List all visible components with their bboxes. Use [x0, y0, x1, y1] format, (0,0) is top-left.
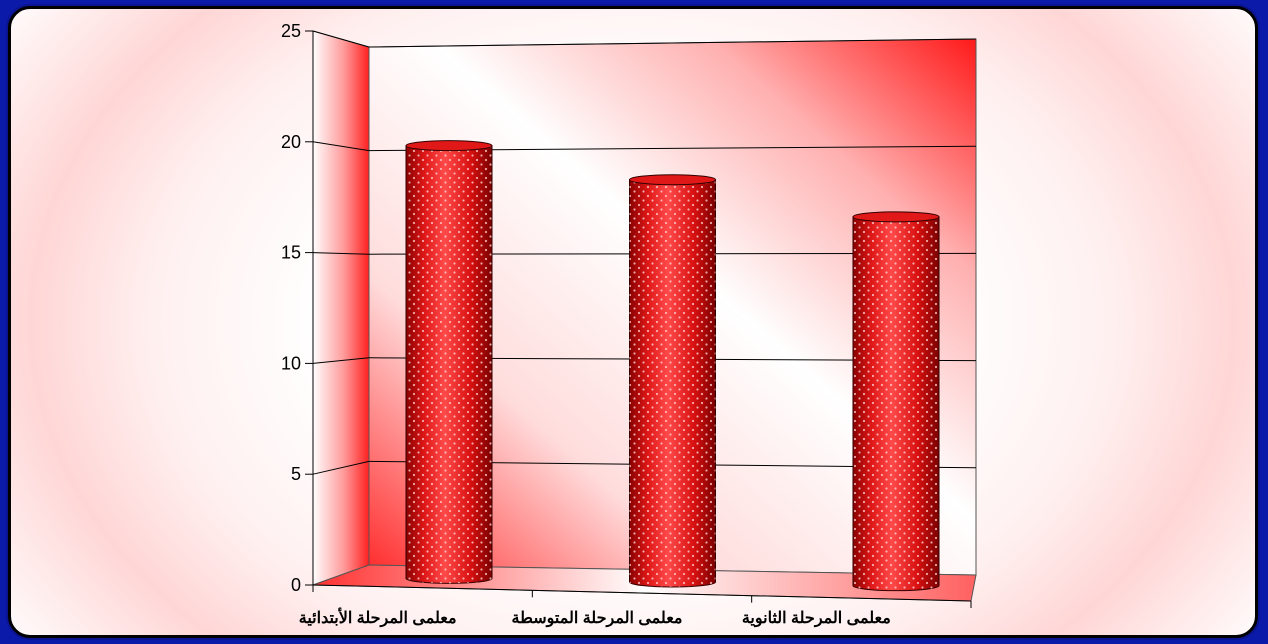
x-axis-line: [312, 584, 972, 602]
bar: [405, 140, 493, 584]
y-tick-label: 20: [281, 132, 301, 152]
y-tick-label: 15: [281, 243, 301, 263]
y-tick-label: 25: [281, 21, 301, 41]
gridline-side: [312, 357, 370, 364]
x-category-label: معلمى المرحلة الأبتدائية: [299, 607, 457, 628]
side-wall: [312, 30, 370, 586]
gridline-side: [312, 252, 370, 255]
bar-chart: 0 5 10 15 20 25 معلمى المرحلة الأبتدائية معلمى …: [281, 21, 977, 628]
x-category-label: معلمى المرحلة المتوسطة: [512, 610, 683, 628]
y-tick-label: 0: [291, 575, 301, 595]
y-tick-label: 10: [281, 353, 301, 373]
y-tick-label: 5: [291, 464, 301, 484]
gridline-side: [312, 30, 370, 48]
gridline-side: [312, 141, 370, 152]
bar: [852, 211, 940, 592]
chart-frame: 0 5 10 15 20 25 معلمى المرحلة الأبتدائية معلمى …: [8, 6, 1258, 638]
gridline: [368, 38, 977, 48]
gridline-side: [312, 460, 370, 475]
x-category-label: معلمى المرحلة الثانوية: [742, 610, 891, 628]
bar: [629, 174, 716, 588]
